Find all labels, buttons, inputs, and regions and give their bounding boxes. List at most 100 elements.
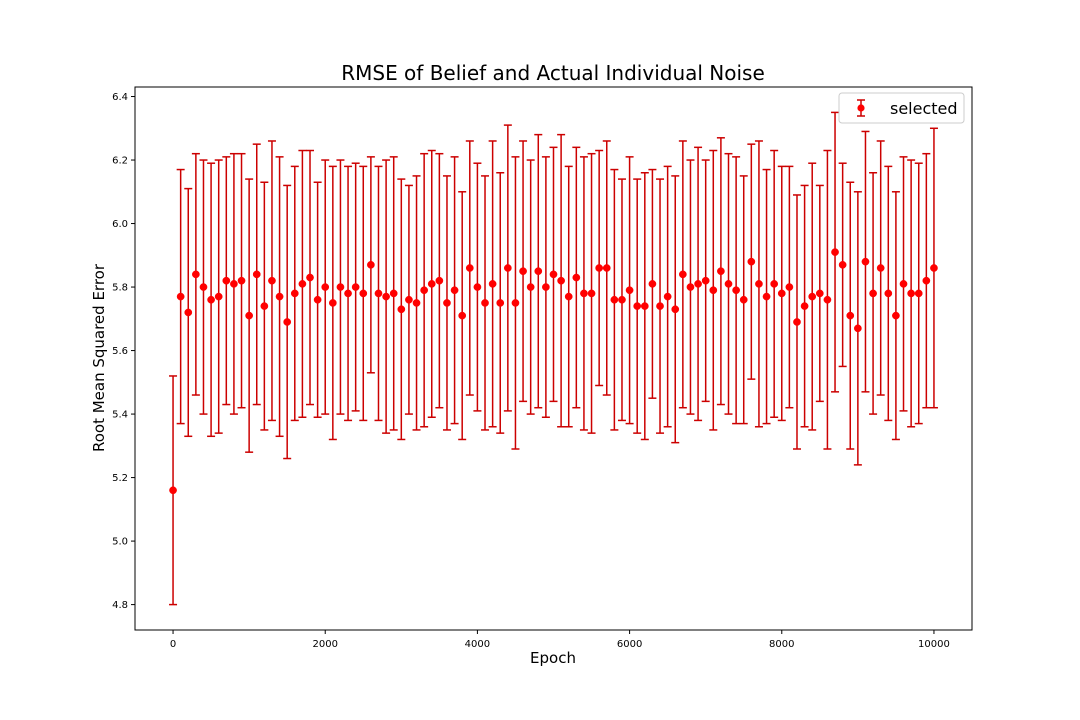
data-point [572,273,581,282]
data-point [922,276,931,285]
data-point [587,289,596,298]
data-point [199,283,208,291]
data-point [306,273,314,282]
x-tick-label: 2000 [313,639,338,650]
data-point [222,276,231,285]
legend-point [857,104,865,112]
y-tick-label: 6.2 [112,156,128,167]
data-point [412,299,421,307]
data-point [884,289,893,298]
data-point [192,270,200,279]
data-point [245,311,253,320]
data-point [930,264,938,272]
data-point [869,289,877,298]
data-point [640,302,649,310]
data-point [176,292,185,301]
data-point [709,286,718,295]
y-tick-label: 5.2 [112,473,128,484]
data-point [686,283,695,291]
data-point [237,276,246,285]
data-point [610,295,619,304]
data-point [420,286,428,295]
data-point [823,295,832,304]
legend-box [838,92,965,124]
data-point [481,299,489,307]
data-point [336,283,345,291]
data-point [831,248,839,256]
data-point [298,280,307,288]
data-point [534,267,543,276]
y-tick-label: 6.4 [112,92,128,103]
y-tick-label: 5.4 [112,410,128,421]
data-point [473,283,482,291]
data-point [854,324,862,333]
data-point [465,264,474,272]
y-tick-label: 5.6 [112,346,128,357]
data-point [427,280,436,288]
data-point [717,267,725,276]
data-point [793,318,801,326]
data-point [214,292,223,301]
data-point [503,264,512,272]
data-point [397,305,406,314]
data-point [169,486,177,495]
data-point [777,289,786,298]
data-point [557,276,565,285]
data-point [876,264,885,272]
legend-marker-selected [857,99,865,117]
data-point [808,292,817,301]
chart-title: RMSE of Belief and Actual Individual Noi… [341,61,765,85]
data-point [861,257,870,266]
plot-frame [134,86,973,631]
data-point [321,283,330,291]
data-point [770,280,779,288]
data-point [405,295,413,304]
data-point [785,283,794,291]
data-point [694,280,702,288]
x-axis-label: Epoch [530,649,576,667]
data-point [625,286,634,295]
data-point [724,280,733,288]
data-point [207,295,215,304]
data-point [762,292,771,301]
data-point [815,289,824,298]
data-point [846,311,855,320]
data-point [496,299,505,307]
data-point [275,292,284,301]
data-point [800,302,809,310]
data-point [283,318,292,326]
data-point [739,295,748,304]
data-point [443,299,451,307]
y-tick-label: 4.8 [112,600,128,611]
x-tick-label: 10000 [918,639,950,650]
data-point [450,286,459,295]
data-point [382,292,390,301]
data-point [747,257,756,266]
data-point [732,286,740,295]
data-point [351,283,360,291]
data-point [313,295,322,304]
data-point [671,305,680,314]
data-point [328,299,337,307]
data-point [701,276,710,285]
x-tick-label: 4000 [465,639,490,650]
data-point [838,260,847,269]
x-tick-label: 6000 [617,639,642,650]
data-point [618,295,626,304]
data-point [290,289,299,298]
data-point [755,280,763,288]
data-point [663,292,672,301]
data-point [458,311,467,320]
data-point [907,289,915,298]
data-point [899,280,908,288]
data-point [367,260,375,269]
data-point [260,302,269,310]
data-point [648,280,657,288]
data-point [374,289,383,298]
data-point [488,280,497,288]
data-point [914,289,923,298]
data-point [549,270,558,279]
data-point [435,276,444,285]
